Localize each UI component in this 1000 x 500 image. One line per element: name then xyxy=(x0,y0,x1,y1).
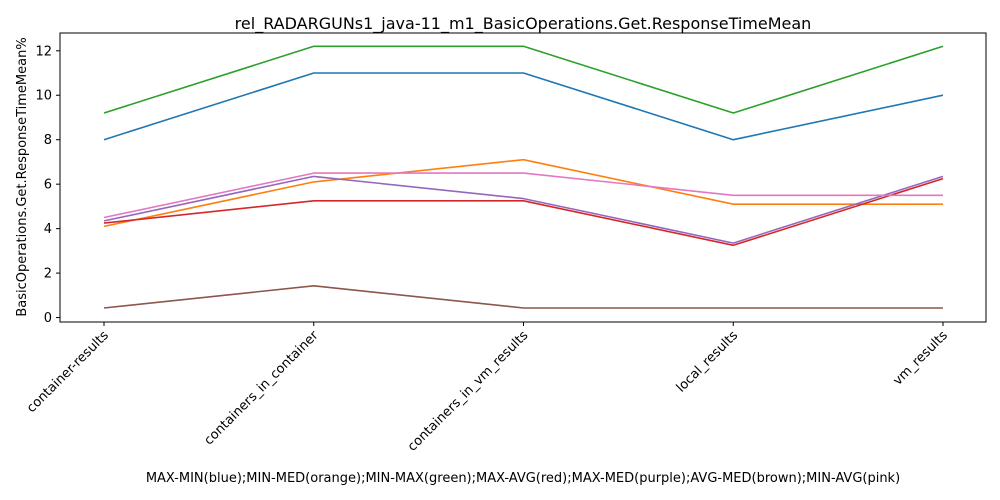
series-line-2 xyxy=(103,45,944,114)
x-tick-label: container-results xyxy=(24,328,112,416)
series-line-4 xyxy=(103,175,944,244)
series-line-0 xyxy=(103,72,944,141)
y-tick-label: 0 xyxy=(44,311,52,326)
plot-frame xyxy=(59,32,987,323)
y-tick-label: 4 xyxy=(44,222,52,237)
series-line-6 xyxy=(103,172,943,219)
y-tick-label: 10 xyxy=(35,89,52,104)
x-tick-label: containers_in_container xyxy=(201,328,322,449)
series-line-3 xyxy=(103,177,944,247)
x-tick-label: vm_results xyxy=(890,328,951,389)
y-tick-label: 2 xyxy=(44,267,52,282)
y-tick-label: 12 xyxy=(35,44,52,59)
y-tick-label: 6 xyxy=(44,178,52,193)
y-axis-label: BasicOperations.Get.ResponseTimeMean% xyxy=(15,37,30,316)
y-tick-label: 8 xyxy=(44,133,52,148)
y-axis-ticks: 0 2 4 6 8 10 12 xyxy=(35,44,60,326)
chart-title: rel_RADARGUNs1_java-11_m1_BasicOperation… xyxy=(235,14,812,34)
x-axis-ticks: container-results containers_in_container… xyxy=(24,322,951,455)
x-tick-label: local_results xyxy=(674,328,742,396)
x-tick-label: containers_in_vm_results xyxy=(405,328,531,454)
series-line-5 xyxy=(103,284,943,309)
x-axis-label: MAX-MIN(blue);MIN-MED(orange);MIN-MAX(gr… xyxy=(146,471,900,486)
series-line-1 xyxy=(103,158,943,228)
series-layer xyxy=(103,45,944,309)
